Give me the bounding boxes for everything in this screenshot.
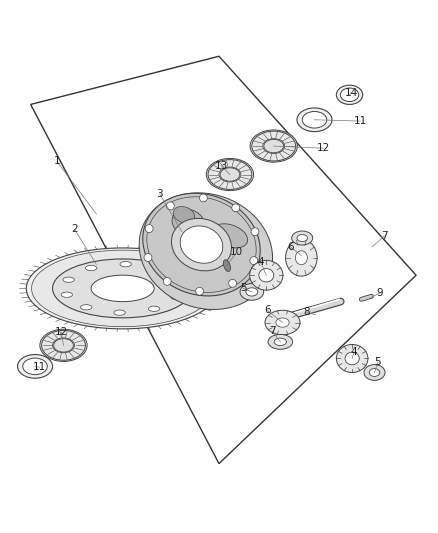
- Ellipse shape: [18, 354, 53, 378]
- Ellipse shape: [220, 168, 240, 181]
- Ellipse shape: [173, 279, 184, 285]
- Ellipse shape: [63, 277, 74, 282]
- Ellipse shape: [223, 260, 230, 271]
- Ellipse shape: [229, 279, 237, 287]
- Text: 6: 6: [287, 242, 294, 252]
- Ellipse shape: [259, 269, 274, 282]
- Ellipse shape: [297, 108, 332, 132]
- Ellipse shape: [26, 248, 219, 329]
- Ellipse shape: [232, 204, 240, 212]
- Ellipse shape: [263, 139, 285, 154]
- Ellipse shape: [292, 231, 313, 245]
- Text: 8: 8: [303, 308, 310, 318]
- Text: 6: 6: [264, 305, 271, 316]
- Ellipse shape: [61, 292, 72, 297]
- Ellipse shape: [196, 287, 204, 295]
- Ellipse shape: [32, 250, 214, 327]
- Ellipse shape: [85, 265, 97, 271]
- Text: 12: 12: [55, 327, 68, 337]
- Ellipse shape: [345, 352, 359, 365]
- Ellipse shape: [246, 288, 258, 296]
- Ellipse shape: [274, 338, 286, 345]
- Ellipse shape: [145, 225, 153, 232]
- Ellipse shape: [206, 158, 254, 191]
- Ellipse shape: [53, 259, 193, 318]
- Ellipse shape: [172, 209, 205, 236]
- Text: 4: 4: [257, 257, 264, 267]
- Ellipse shape: [81, 305, 92, 310]
- Text: 14: 14: [345, 87, 358, 98]
- Text: 9: 9: [377, 288, 384, 298]
- Ellipse shape: [153, 267, 165, 272]
- Ellipse shape: [369, 368, 380, 376]
- Ellipse shape: [199, 194, 207, 202]
- Text: 12: 12: [317, 143, 330, 154]
- Text: 5: 5: [240, 284, 247, 293]
- Ellipse shape: [276, 318, 289, 327]
- Ellipse shape: [250, 260, 283, 290]
- Ellipse shape: [364, 365, 385, 381]
- Text: 3: 3: [156, 189, 163, 199]
- Ellipse shape: [295, 251, 307, 265]
- Text: 7: 7: [269, 326, 276, 336]
- Ellipse shape: [91, 275, 154, 302]
- Ellipse shape: [252, 131, 296, 161]
- Ellipse shape: [265, 310, 300, 335]
- Text: 2: 2: [71, 224, 78, 235]
- Text: 7: 7: [381, 231, 388, 241]
- Text: 4: 4: [350, 347, 357, 357]
- Ellipse shape: [180, 226, 223, 263]
- Ellipse shape: [336, 85, 363, 104]
- Text: 10: 10: [230, 247, 243, 257]
- Text: 11: 11: [353, 116, 367, 126]
- Ellipse shape: [171, 294, 182, 300]
- Ellipse shape: [144, 254, 152, 261]
- Ellipse shape: [53, 338, 74, 353]
- Ellipse shape: [250, 130, 297, 162]
- Ellipse shape: [250, 256, 258, 264]
- Ellipse shape: [297, 235, 307, 241]
- Ellipse shape: [114, 310, 125, 316]
- Ellipse shape: [139, 193, 272, 310]
- Ellipse shape: [163, 278, 171, 285]
- Ellipse shape: [251, 228, 259, 236]
- Ellipse shape: [219, 167, 241, 182]
- Text: 5: 5: [374, 357, 381, 367]
- Ellipse shape: [173, 206, 194, 223]
- Ellipse shape: [302, 111, 327, 128]
- Ellipse shape: [40, 329, 87, 361]
- Ellipse shape: [208, 159, 252, 189]
- Ellipse shape: [171, 219, 232, 271]
- Ellipse shape: [166, 202, 174, 210]
- Ellipse shape: [212, 224, 247, 248]
- Text: 13: 13: [215, 161, 228, 171]
- Ellipse shape: [286, 239, 317, 276]
- Ellipse shape: [340, 88, 359, 102]
- Ellipse shape: [53, 338, 73, 352]
- Ellipse shape: [143, 193, 260, 296]
- Ellipse shape: [23, 358, 47, 375]
- Ellipse shape: [148, 306, 160, 311]
- Ellipse shape: [268, 334, 293, 349]
- Ellipse shape: [336, 344, 368, 373]
- Ellipse shape: [42, 330, 85, 360]
- Text: 1: 1: [53, 156, 60, 166]
- Ellipse shape: [264, 139, 284, 153]
- Ellipse shape: [240, 284, 264, 300]
- Ellipse shape: [120, 262, 131, 267]
- Polygon shape: [31, 56, 416, 464]
- Text: 11: 11: [33, 362, 46, 372]
